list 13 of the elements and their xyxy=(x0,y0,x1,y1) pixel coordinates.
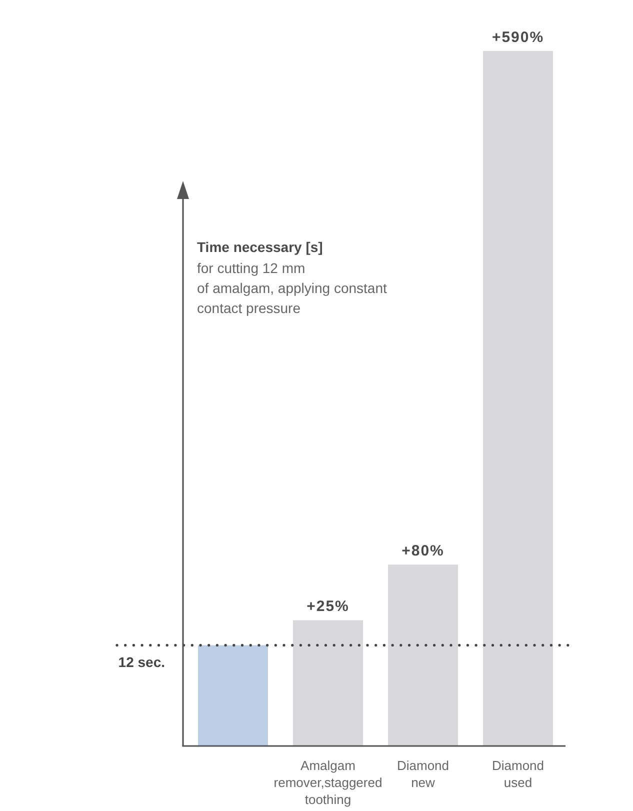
annotation: +590% xyxy=(492,29,544,46)
x-tick-label: Amalgam remover,staggered toothing xyxy=(274,758,382,807)
annotation: +25% xyxy=(306,598,350,616)
annotation: +80% xyxy=(402,542,444,560)
x-tick-label: Diamond used xyxy=(492,758,544,790)
bar xyxy=(483,51,553,746)
ref-line-label: 12 sec. xyxy=(118,654,165,670)
bar xyxy=(198,645,268,746)
x-tick-label: Diamond new xyxy=(396,758,450,790)
text: for cutting 12 mm of amalgam, applying constant contact pressure xyxy=(197,260,387,316)
y-axis-title: Time necessary [s] xyxy=(197,239,323,255)
bar xyxy=(293,620,363,746)
bar xyxy=(388,564,458,746)
